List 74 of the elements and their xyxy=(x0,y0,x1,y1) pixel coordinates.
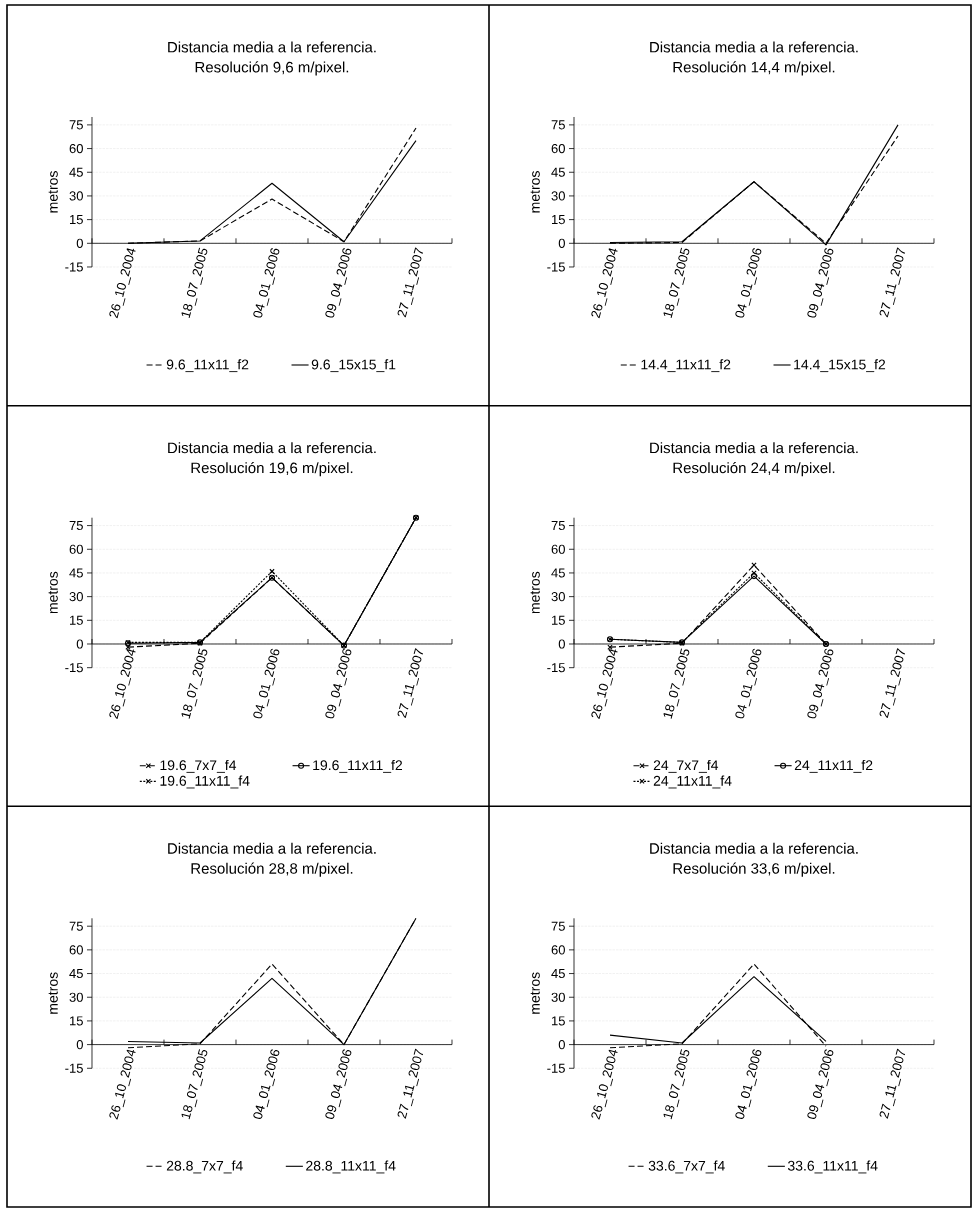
y-tick-label: 45 xyxy=(69,568,83,578)
y-axis-title: metros xyxy=(48,972,58,1014)
chart-subtitle: Resolución 19,6 m/pixel. xyxy=(191,462,353,477)
chart-subtitle: Resolución 14,4 m/pixel. xyxy=(673,61,835,76)
y-tick-label: 15 xyxy=(551,1016,565,1026)
legend-label: 9.6_15x15_f1 xyxy=(311,359,396,373)
y-tick-label: 60 xyxy=(69,945,83,955)
chart-title: Distancia media a la referencia. xyxy=(650,41,858,53)
y-tick-label: 45 xyxy=(551,568,565,578)
y-tick-label: 0 xyxy=(76,639,83,649)
y-tick-label: 0 xyxy=(558,238,565,248)
y-axis-title: metros xyxy=(530,171,540,213)
y-tick-label: 0 xyxy=(76,238,83,248)
legend-label: 19.6_11x11_f4 xyxy=(160,775,250,789)
y-tick-label: 75 xyxy=(69,921,83,931)
y-axis-title: metros xyxy=(530,571,540,614)
chart-title: Distancia media a la referencia. xyxy=(650,842,858,854)
y-tick-label: -15 xyxy=(547,1063,565,1073)
y-tick-label: 75 xyxy=(69,120,83,130)
y-tick-label: -15 xyxy=(65,663,83,673)
y-tick-label: -15 xyxy=(547,663,565,673)
y-tick-label: -15 xyxy=(65,262,83,272)
y-axis-title: metros xyxy=(48,171,58,213)
y-tick-label: 0 xyxy=(558,639,565,649)
y-tick-label: 60 xyxy=(551,544,565,554)
y-tick-label: 75 xyxy=(551,120,565,130)
y-tick-label: 30 xyxy=(69,992,83,1002)
y-tick-label: 45 xyxy=(551,167,565,177)
chart-subtitle: Resolución 24,4 m/pixel. xyxy=(673,462,835,477)
y-tick-label: 75 xyxy=(551,521,565,531)
chart-subtitle: Resolución 28,8 m/pixel. xyxy=(191,862,353,877)
y-tick-label: 60 xyxy=(551,143,565,154)
chart-title: Distancia media a la referencia. xyxy=(650,442,858,454)
y-tick-label: 30 xyxy=(551,191,565,201)
y-tick-label: 45 xyxy=(69,167,83,177)
y-tick-label: 30 xyxy=(551,592,565,602)
chart-title: Distancia media a la referencia. xyxy=(168,842,376,854)
y-tick-label: 30 xyxy=(69,191,83,201)
legend-label: 28.8_7x7_f4 xyxy=(166,1160,243,1174)
legend-label: 14.4_15x15_f2 xyxy=(794,359,886,373)
y-tick-label: 60 xyxy=(69,143,83,154)
legend-label: 19.6_7x7_f4 xyxy=(160,759,237,773)
y-tick-label: 15 xyxy=(69,615,83,625)
legend-label: 28.8_11x11_f4 xyxy=(306,1160,396,1174)
y-tick-label: 15 xyxy=(69,215,83,225)
y-tick-label: 0 xyxy=(558,1039,565,1050)
legend-label: 33.6_7x7_f4 xyxy=(648,1160,725,1174)
y-tick-label: 15 xyxy=(69,1016,83,1026)
chart-title: Distancia media a la referencia. xyxy=(168,442,376,454)
chart-title: Distancia media a la referencia. xyxy=(168,41,376,53)
y-tick-label: 30 xyxy=(69,592,83,602)
chart-subtitle: Resolución 9,6 m/pixel. xyxy=(195,61,349,76)
y-axis-title: metros xyxy=(48,571,58,614)
legend-label: 19.6_11x11_f2 xyxy=(313,759,403,773)
chart-subtitle: Resolución 33,6 m/pixel. xyxy=(673,862,835,877)
legend-label: 24_7x7_f4 xyxy=(653,759,719,773)
y-tick-label: 75 xyxy=(69,521,83,531)
y-tick-label: 45 xyxy=(551,969,565,979)
y-tick-label: 30 xyxy=(551,992,565,1002)
y-tick-label: 60 xyxy=(551,945,565,955)
legend-label: 14.4_11x11_f2 xyxy=(641,359,731,373)
legend-label: 9.6_11x11_f2 xyxy=(166,359,249,373)
y-tick-label: 15 xyxy=(551,615,565,625)
legend-label: 24_11x11_f2 xyxy=(794,759,873,773)
legend-label: 33.6_11x11_f4 xyxy=(787,1160,878,1174)
y-tick-label: 45 xyxy=(69,969,83,979)
y-tick-label: 60 xyxy=(69,544,83,554)
y-axis-title: metros xyxy=(530,972,540,1014)
y-tick-label: -15 xyxy=(547,262,565,272)
y-tick-label: 75 xyxy=(551,921,565,931)
y-tick-label: -15 xyxy=(65,1063,83,1073)
y-tick-label: 15 xyxy=(551,215,565,225)
y-tick-label: 0 xyxy=(76,1039,83,1050)
legend-label: 24_11x11_f4 xyxy=(653,775,732,789)
